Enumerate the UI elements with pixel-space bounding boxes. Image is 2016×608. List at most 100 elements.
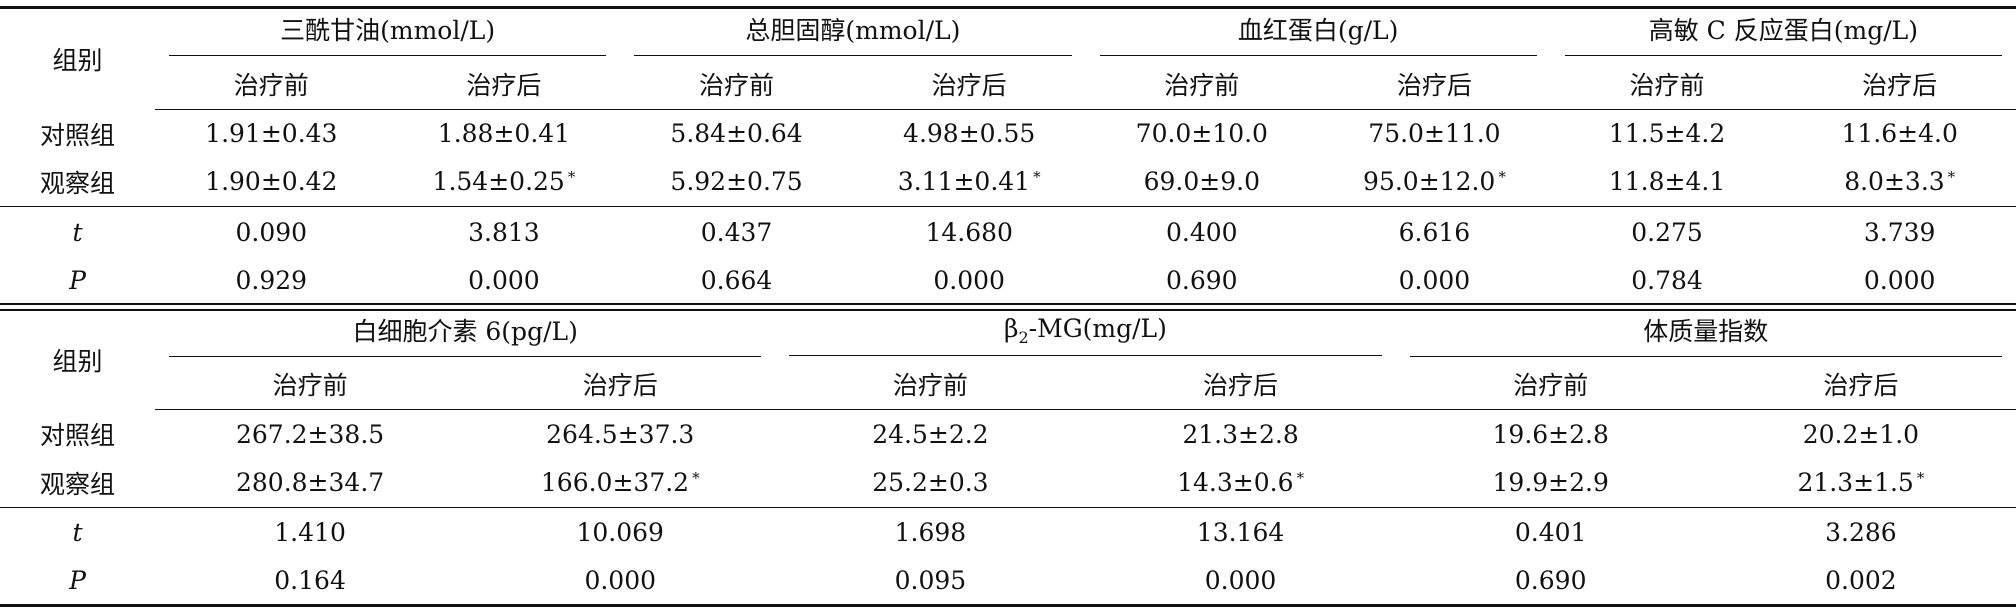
header-row: 组别 白细胞介素 6(pg/L) β2-MG(mg/L) 体质量指数 xyxy=(0,310,2016,376)
cell: 0.275 xyxy=(1550,206,1784,258)
cell-text: 14.3±0.6 xyxy=(1177,468,1294,498)
group-header-text: β2-MG(mg/L) xyxy=(789,313,1382,356)
row-label: 对照组 xyxy=(39,120,115,150)
cell: 1.410 xyxy=(155,507,466,558)
cell-text: 3.11±0.41 xyxy=(897,167,1031,197)
cell: 0.164 xyxy=(155,558,465,606)
cell-text: 0.000 xyxy=(933,265,1005,295)
sub-header-row: 治疗前 治疗后 治疗前 治疗后 治疗前 治疗后 治疗前 治疗后 xyxy=(0,58,2016,110)
cell-text: 0.400 xyxy=(1166,217,1238,247)
cell-text: 3.813 xyxy=(468,217,540,247)
cell-text: 70.0±10.0 xyxy=(1135,119,1268,149)
group-header: 总胆固醇(mmol/L) xyxy=(620,8,1085,59)
group-header-text: 血红蛋白(g/L) xyxy=(1099,11,1537,57)
cell: 3.813 xyxy=(387,206,621,258)
header-text: -MG(mg/L) xyxy=(1028,313,1167,343)
cell: 10.069 xyxy=(465,507,776,558)
cell-text: 0.000 xyxy=(468,265,540,295)
sub-header: 治疗前 xyxy=(620,58,853,110)
cell-text: 24.5±2.2 xyxy=(872,419,989,449)
cell-text: 69.0±9.0 xyxy=(1143,167,1260,197)
cell: 1.91±0.43 xyxy=(155,110,388,158)
note-mark: * xyxy=(1947,168,1956,187)
cell-text: 1.54±0.25 xyxy=(432,167,565,197)
header-text: 白细胞介素 6(pg/L) xyxy=(352,317,578,346)
cell: 69.0±9.0 xyxy=(1086,158,1319,207)
data-table: 组别 三酰甘油(mmol/L) 总胆固醇(mmol/L) 血红蛋白(g/L) 高敏 C … xyxy=(0,6,2016,305)
cell: 280.8±34.7 xyxy=(155,459,465,508)
cell: 95.0±12.0 * xyxy=(1318,158,1551,207)
cell: 5.92±0.75 xyxy=(620,158,853,207)
data-row: P 0.164 0.000 0.095 0.000 0.690 0.002 xyxy=(0,558,2016,606)
data-row: t 0.090 3.813 0.437 14.680 0.400 6.616 0.275 3.7… xyxy=(0,206,2016,258)
cell-text: 0.095 xyxy=(894,566,967,596)
cell-text: 75.0±11.0 xyxy=(1368,119,1501,149)
header-text: 血红蛋白(g/L) xyxy=(1237,16,1399,46)
group-label: 组别 xyxy=(0,8,155,110)
cell-text: 21.3±1.5 xyxy=(1797,468,1914,498)
cell-text: 0.784 xyxy=(1631,265,1703,295)
cell-text: 0.000 xyxy=(1398,265,1471,295)
cell-text: 5.92±0.75 xyxy=(670,167,803,197)
row-label: 对照组 xyxy=(39,421,115,450)
cell: 0.000 xyxy=(465,558,775,606)
cell-text: 166.0±37.2 xyxy=(540,468,690,498)
cell-text: 264.5±37.3 xyxy=(546,419,695,449)
sub-header: 治疗后 xyxy=(465,358,776,410)
cell-text: 11.5±4.2 xyxy=(1608,119,1726,149)
cell-text: 11.6±4.0 xyxy=(1841,119,1958,149)
group-header: 体质量指数 xyxy=(1396,310,2016,359)
cell: 5.84±0.64 xyxy=(620,110,853,158)
cell-text: 0.664 xyxy=(700,265,773,295)
sub-header: 治疗前 xyxy=(1085,58,1319,110)
cell-text: 95.0±12.0 xyxy=(1363,167,1496,197)
cell-text: 19.9±2.9 xyxy=(1492,468,1609,498)
note-mark: * xyxy=(692,469,700,488)
cell-text: 0.275 xyxy=(1631,217,1703,247)
note-mark: * xyxy=(567,168,576,187)
cell: 0.000 xyxy=(1318,258,1551,304)
header-text: β xyxy=(1004,313,1019,343)
group-header: 血红蛋白(g/L) xyxy=(1086,8,1551,59)
cell-text: 25.2±0.3 xyxy=(872,468,989,498)
cell-text: 0.002 xyxy=(1825,566,1897,596)
cell: 1.90±0.42 xyxy=(155,158,388,207)
cell: 3.286 xyxy=(1705,507,2016,558)
group-header-text: 三酰甘油(mmol/L) xyxy=(169,11,607,57)
sub-header: 治疗后 xyxy=(1783,58,2016,110)
cell: 24.5±2.2 xyxy=(775,410,1085,459)
data-table: 组别 白细胞介素 6(pg/L) β2-MG(mg/L) 体质量指数 治疗前 治疗后 治疗前… xyxy=(0,308,2016,607)
data-row: 观察组 280.8±34.7 166.0±37.2 * 25.2±0.3 14.3±0.6… xyxy=(0,459,2016,508)
group-header-text: 总胆固醇(mmol/L) xyxy=(634,11,1072,57)
cell: 4.98±0.55 xyxy=(853,110,1086,158)
group-header: 高敏 C 反应蛋白(mg/L) xyxy=(1551,8,2016,59)
cell: 0.400 xyxy=(1085,206,1319,258)
subscript: 2 xyxy=(1018,327,1029,347)
cell-text: 0.690 xyxy=(1166,265,1238,295)
cell: 11.6±4.0 xyxy=(1783,110,2016,158)
sub-header: 治疗后 xyxy=(1705,358,2016,410)
cell-text: 14.680 xyxy=(925,217,1013,247)
cell: 0.002 xyxy=(1706,558,2016,606)
cell: 21.3±2.8 xyxy=(1085,410,1395,459)
cell-text: 1.90±0.42 xyxy=(205,167,338,197)
cell-text: 0.000 xyxy=(584,566,657,596)
cell: 267.2±38.5 xyxy=(155,410,465,459)
cell-text: 1.698 xyxy=(894,518,967,548)
label-text: 组别 xyxy=(52,347,103,376)
header-text: 高敏 C 反应蛋白(mg/L) xyxy=(1648,16,1918,46)
cell-text: 11.8±4.1 xyxy=(1608,167,1726,197)
cell-text: 0.000 xyxy=(1204,566,1277,596)
sub-header: 治疗前 xyxy=(155,58,388,110)
cell-text: 3.286 xyxy=(1825,518,1897,548)
cell-text: 0.164 xyxy=(274,566,346,596)
note-mark: * xyxy=(1033,168,1041,187)
cell-text: 280.8±34.7 xyxy=(235,468,385,498)
cell: 19.9±2.9 xyxy=(1396,459,1706,508)
sub-header: 治疗后 xyxy=(387,58,621,110)
cell-text: 0.090 xyxy=(235,217,308,247)
header-text: 总胆固醇(mmol/L) xyxy=(745,16,961,46)
cell: 0.690 xyxy=(1086,258,1319,304)
cell-text: 0.000 xyxy=(1863,265,1936,295)
cell: 0.664 xyxy=(620,258,853,304)
